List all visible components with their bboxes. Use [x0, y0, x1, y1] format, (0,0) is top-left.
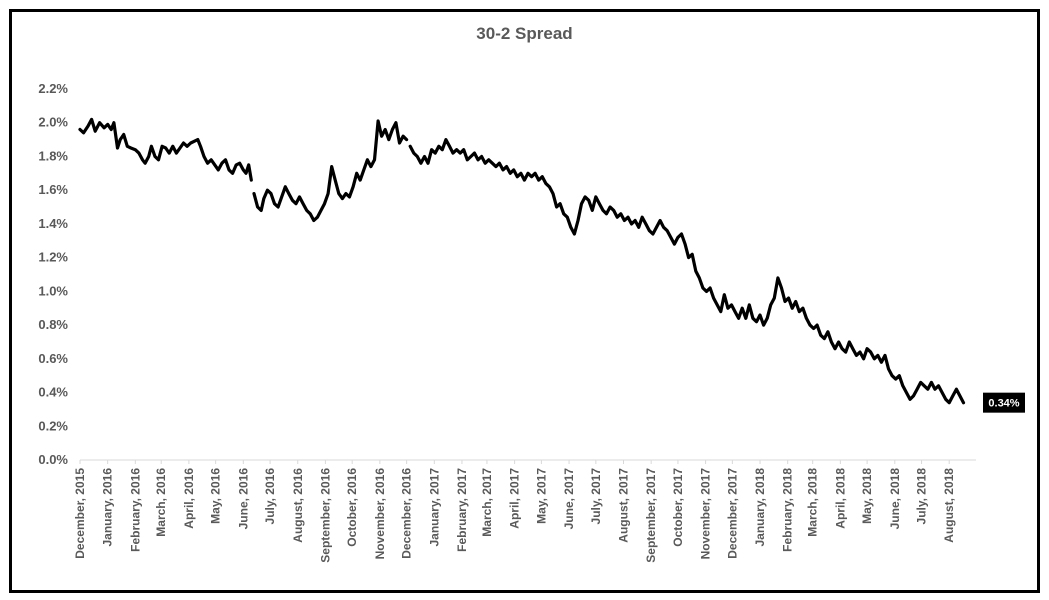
x-tick-label: September, 2017 — [644, 468, 658, 563]
x-tick-label: January, 2018 — [753, 468, 767, 547]
x-tick-label: April, 2016 — [182, 468, 196, 529]
end-value-label: 0.34% — [988, 398, 1019, 410]
y-tick-label: 1.6% — [38, 182, 68, 197]
x-tick-label: August, 2016 — [291, 468, 305, 543]
x-tick-label: March, 2017 — [480, 468, 494, 537]
chart-title: 30-2 Spread — [476, 24, 573, 43]
x-tick-label: July, 2017 — [589, 468, 603, 525]
x-tick-label: March, 2018 — [806, 468, 820, 537]
chart-frame: 30-2 Spread 0.0% 0.2% 0.4% 0.6% 0.8% 1.0% 1.2%… — [9, 9, 1040, 593]
y-tick-label: 1.0% — [38, 283, 68, 298]
x-tick-label: November, 2017 — [699, 468, 713, 560]
x-tick-label: May, 2018 — [860, 468, 874, 524]
end-value-label-box — [983, 392, 1025, 413]
x-tick-label: September, 2016 — [318, 468, 332, 563]
x-tick-label: January, 2017 — [427, 468, 441, 547]
x-tick-label: February, 2016 — [128, 468, 142, 552]
x-tick-label: November, 2016 — [373, 468, 387, 560]
x-tick-label: June, 2018 — [888, 468, 902, 530]
x-tick-label: February, 2018 — [781, 468, 795, 552]
y-tick-label: 1.4% — [38, 216, 68, 231]
x-tick-label: October, 2017 — [671, 468, 685, 547]
y-tick-label: 2.2% — [38, 81, 68, 96]
x-tick-label: December, 2017 — [725, 468, 739, 559]
x-tick-label: June, 2017 — [562, 468, 576, 530]
series-line-segment — [78, 117, 253, 182]
x-tick-label: January, 2016 — [101, 468, 115, 547]
y-tick-label: 0.6% — [38, 351, 68, 366]
x-tick-label: May, 2017 — [534, 468, 548, 524]
x-tick-label: December, 2015 — [73, 468, 87, 559]
series-line-segment — [252, 119, 409, 223]
x-tick-label: April, 2017 — [508, 468, 522, 529]
series-line-segment — [408, 138, 966, 405]
x-tick-label: July, 2016 — [263, 468, 277, 525]
y-tick-label: 1.2% — [38, 250, 68, 265]
x-tick-label: February, 2017 — [455, 468, 469, 552]
x-tick-label: March, 2016 — [154, 468, 168, 537]
y-tick-label: 1.8% — [38, 148, 68, 163]
x-tick-label: May, 2016 — [209, 468, 223, 524]
x-tick-label: August, 2018 — [942, 468, 956, 543]
y-tick-label: 2.0% — [38, 115, 68, 130]
x-tick-label: December, 2016 — [400, 468, 414, 559]
y-tick-label: 0.2% — [38, 418, 68, 433]
x-tick-label: August, 2017 — [616, 468, 630, 543]
y-tick-label: 0.8% — [38, 317, 68, 332]
x-tick-label: July, 2018 — [915, 468, 929, 525]
x-tick-label: June, 2016 — [236, 468, 250, 530]
x-tick-label: October, 2016 — [345, 468, 359, 547]
x-tick-label: April, 2018 — [833, 468, 847, 529]
y-tick-label: 0.4% — [38, 385, 68, 400]
y-tick-label: 0.0% — [38, 452, 68, 467]
line-chart: 0.0% 0.2% 0.4% 0.6% 0.8% 1.0% 1.2% 1.4% 1.6% 1.8%… — [38, 81, 1025, 563]
